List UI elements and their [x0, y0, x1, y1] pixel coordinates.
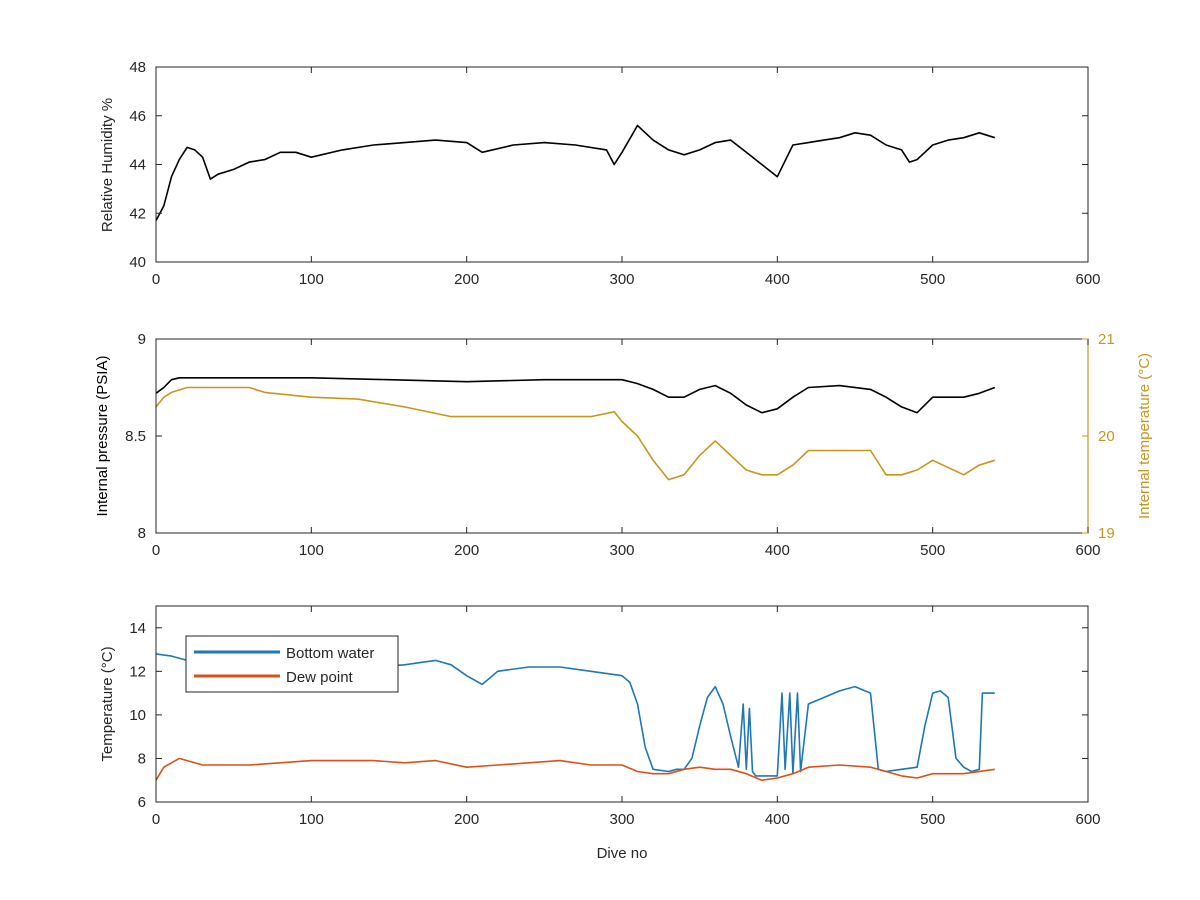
y-tick-label: 8: [138, 750, 146, 767]
x-tick-label: 100: [299, 811, 324, 828]
x-tick-label: 100: [299, 271, 324, 288]
x-tick-label: 200: [454, 271, 479, 288]
pressure-y-label: Internal pressure (PSIA): [94, 356, 111, 517]
humidity-y-ticks: 40 42 44 46 48: [129, 59, 1088, 271]
x-tick-label: 300: [609, 811, 634, 828]
y-tick-label: 8.5: [125, 428, 146, 445]
y-tick-label: 10: [129, 707, 146, 724]
x-tick-label: 600: [1075, 811, 1100, 828]
y-tick-label: 48: [129, 59, 146, 76]
y-tick-label: 14: [129, 620, 146, 637]
y-tick-label: 12: [129, 663, 146, 680]
legend-bottom-water-label: Bottom water: [286, 645, 374, 662]
x-tick-label: 200: [454, 811, 479, 828]
humidity-axes-box: [155, 66, 1089, 263]
y2-tick-label: 19: [1098, 525, 1115, 542]
x-tick-label: 400: [765, 542, 790, 559]
x-tick-label: 600: [1075, 542, 1100, 559]
series-line-panel1-1: [155, 124, 996, 221]
x-tick-label: 300: [609, 542, 634, 559]
series-line-bottom-water: [155, 653, 995, 777]
pressure-y2-ticks: 19 20 21: [1082, 331, 1115, 542]
y-tick-label: 40: [129, 254, 146, 271]
humidity-x-ticks: 0 100 200 300 400 500 600: [152, 67, 1101, 288]
pressure-x-ticks: 0 100 200 300 400 500 600: [152, 339, 1101, 559]
x-tick-label: 400: [765, 811, 790, 828]
series-line-dew-point: [155, 757, 995, 782]
series-line-panel2-1: [155, 376, 996, 414]
x-tick-label: 500: [920, 542, 945, 559]
x-tick-label: 600: [1075, 271, 1100, 288]
pressure-y-ticks: 88.59: [125, 331, 162, 542]
y2-tick-label: 20: [1098, 428, 1115, 445]
x-tick-label: 300: [609, 271, 634, 288]
x-tick-label: 100: [299, 542, 324, 559]
x-tick-label: 500: [920, 271, 945, 288]
pressure-series-group: [155, 376, 996, 481]
x-tick-label: 200: [454, 542, 479, 559]
y-tick-label: 44: [129, 157, 146, 174]
x-tick-label: 0: [152, 811, 160, 828]
y-tick-label: 46: [129, 108, 146, 125]
temperature-series-group: [155, 653, 995, 782]
x-tick-label: 400: [765, 271, 790, 288]
temperature-y-ticks: 6 8 10 12 14: [129, 620, 1088, 811]
y-tick-label: 8: [138, 525, 146, 542]
temperature-y-label: Temperature (°C): [99, 646, 116, 761]
temperature-panel: 0 100 200 300 400 500 600 6 8 10 12 14 Temperature…: [99, 605, 1101, 862]
temperature-y2-label: Internal temperature (°C): [1136, 353, 1153, 519]
legend-dew-point-label: Dew point: [286, 669, 354, 686]
legend: Bottom water Dew point: [185, 635, 399, 693]
humidity-series-group: [155, 124, 996, 221]
legend-box: [185, 635, 399, 693]
pressure-axes-box: [155, 338, 1089, 534]
humidity-y-label: Relative Humidity %: [99, 98, 116, 232]
x-tick-label: 0: [152, 542, 160, 559]
y-tick-label: 42: [129, 205, 146, 222]
temperature-x-ticks: 0 100 200 300 400 500 600: [152, 606, 1101, 828]
y-tick-label: 6: [138, 794, 146, 811]
x-tick-label: 500: [920, 811, 945, 828]
x-tick-label: 0: [152, 271, 160, 288]
temperature-axes-box: [155, 605, 1089, 803]
humidity-panel: 0 100 200 300 400 500 600 40 42 44 46 48 Relative …: [99, 59, 1101, 288]
series-line-panel2-2: [155, 386, 996, 481]
x-axis-label: Dive no: [597, 845, 648, 862]
y-tick-label: 9: [138, 331, 146, 348]
y2-tick-label: 21: [1098, 331, 1115, 348]
